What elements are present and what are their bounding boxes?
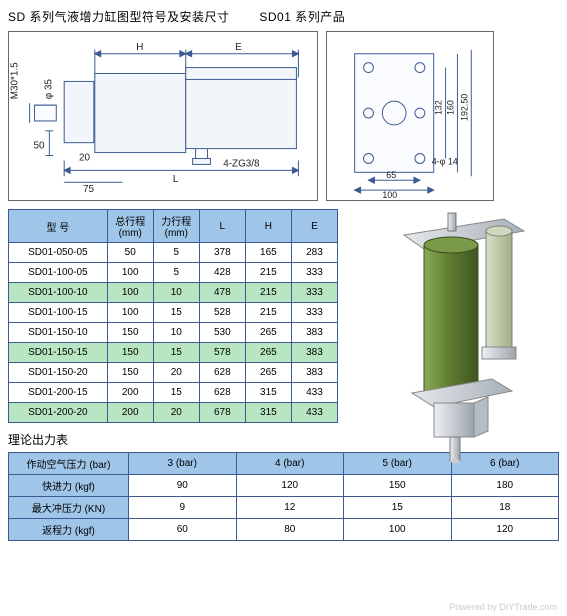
dim-132: 132: [434, 100, 444, 115]
side-view-diagram: H E L 75 20 50 M30*1.5 φ 35 4-ZG3/8: [8, 31, 318, 201]
watermark: Powered by DIYTrade.com: [449, 602, 557, 612]
product-3d-render: [364, 209, 559, 469]
dim-port: 4-ZG3/8: [223, 158, 260, 169]
specs-col-0: 型 号: [9, 210, 108, 243]
specs-row: SD01-200-1520015628315433: [9, 383, 338, 403]
dim-20: 20: [79, 152, 90, 163]
dim-65: 65: [386, 170, 396, 180]
specs-col-2: 力行程(mm): [153, 210, 199, 243]
specs-row: SD01-200-2020020678315433: [9, 403, 338, 423]
page-title: SD 系列气液增力缸图型符号及安装尺寸 SD01 系列产品: [8, 8, 559, 25]
title-right: SD01 系列产品: [259, 10, 345, 24]
dim-hole: 4-φ 14: [432, 156, 458, 166]
specs-row: SD01-100-1010010478215333: [9, 283, 338, 303]
specs-row: SD01-100-1510015528215333: [9, 303, 338, 323]
dim-H: H: [136, 42, 143, 53]
specs-col-1: 总行程(mm): [107, 210, 153, 243]
diagram-row: H E L 75 20 50 M30*1.5 φ 35 4-ZG3/8: [8, 31, 559, 201]
title-left: SD 系列气液增力缸图型符号及安装尺寸: [8, 10, 230, 24]
specs-table: 型 号总行程(mm)力行程(mm)LHE SD01-050-0550537816…: [8, 209, 338, 423]
dim-L: L: [173, 174, 179, 185]
out-col-2: 4 (bar): [236, 453, 344, 475]
out-col-1: 3 (bar): [129, 453, 237, 475]
specs-col-3: L: [199, 210, 245, 243]
dim-phi: φ 35: [43, 79, 54, 100]
out-col-0: 作动空气压力 (bar): [9, 453, 129, 475]
specs-row: SD01-050-05505378165283: [9, 243, 338, 263]
specs-col-4: H: [245, 210, 291, 243]
specs-row: SD01-150-2015020628265383: [9, 363, 338, 383]
dim-E: E: [235, 42, 242, 53]
specs-col-5: E: [291, 210, 337, 243]
dim-75: 75: [83, 184, 94, 195]
dim-160: 160: [445, 100, 455, 115]
specs-row: SD01-150-1015010530265383: [9, 323, 338, 343]
dim-192: 192.50: [459, 94, 469, 121]
specs-row: SD01-150-1515015578265383: [9, 343, 338, 363]
out-row: 返程力 (kgf)6080100120: [9, 519, 559, 541]
dim-100: 100: [382, 190, 397, 200]
out-row: 快进力 (kgf)90120150180: [9, 475, 559, 497]
mount-plate-diagram: 65 100 132 160 192.50 4-φ 14: [326, 31, 494, 201]
out-row: 最大冲压力 (KN)9121518: [9, 497, 559, 519]
dim-thread: M30*1.5: [10, 62, 21, 99]
specs-row: SD01-100-051005428215333: [9, 263, 338, 283]
dim-50: 50: [34, 141, 45, 152]
